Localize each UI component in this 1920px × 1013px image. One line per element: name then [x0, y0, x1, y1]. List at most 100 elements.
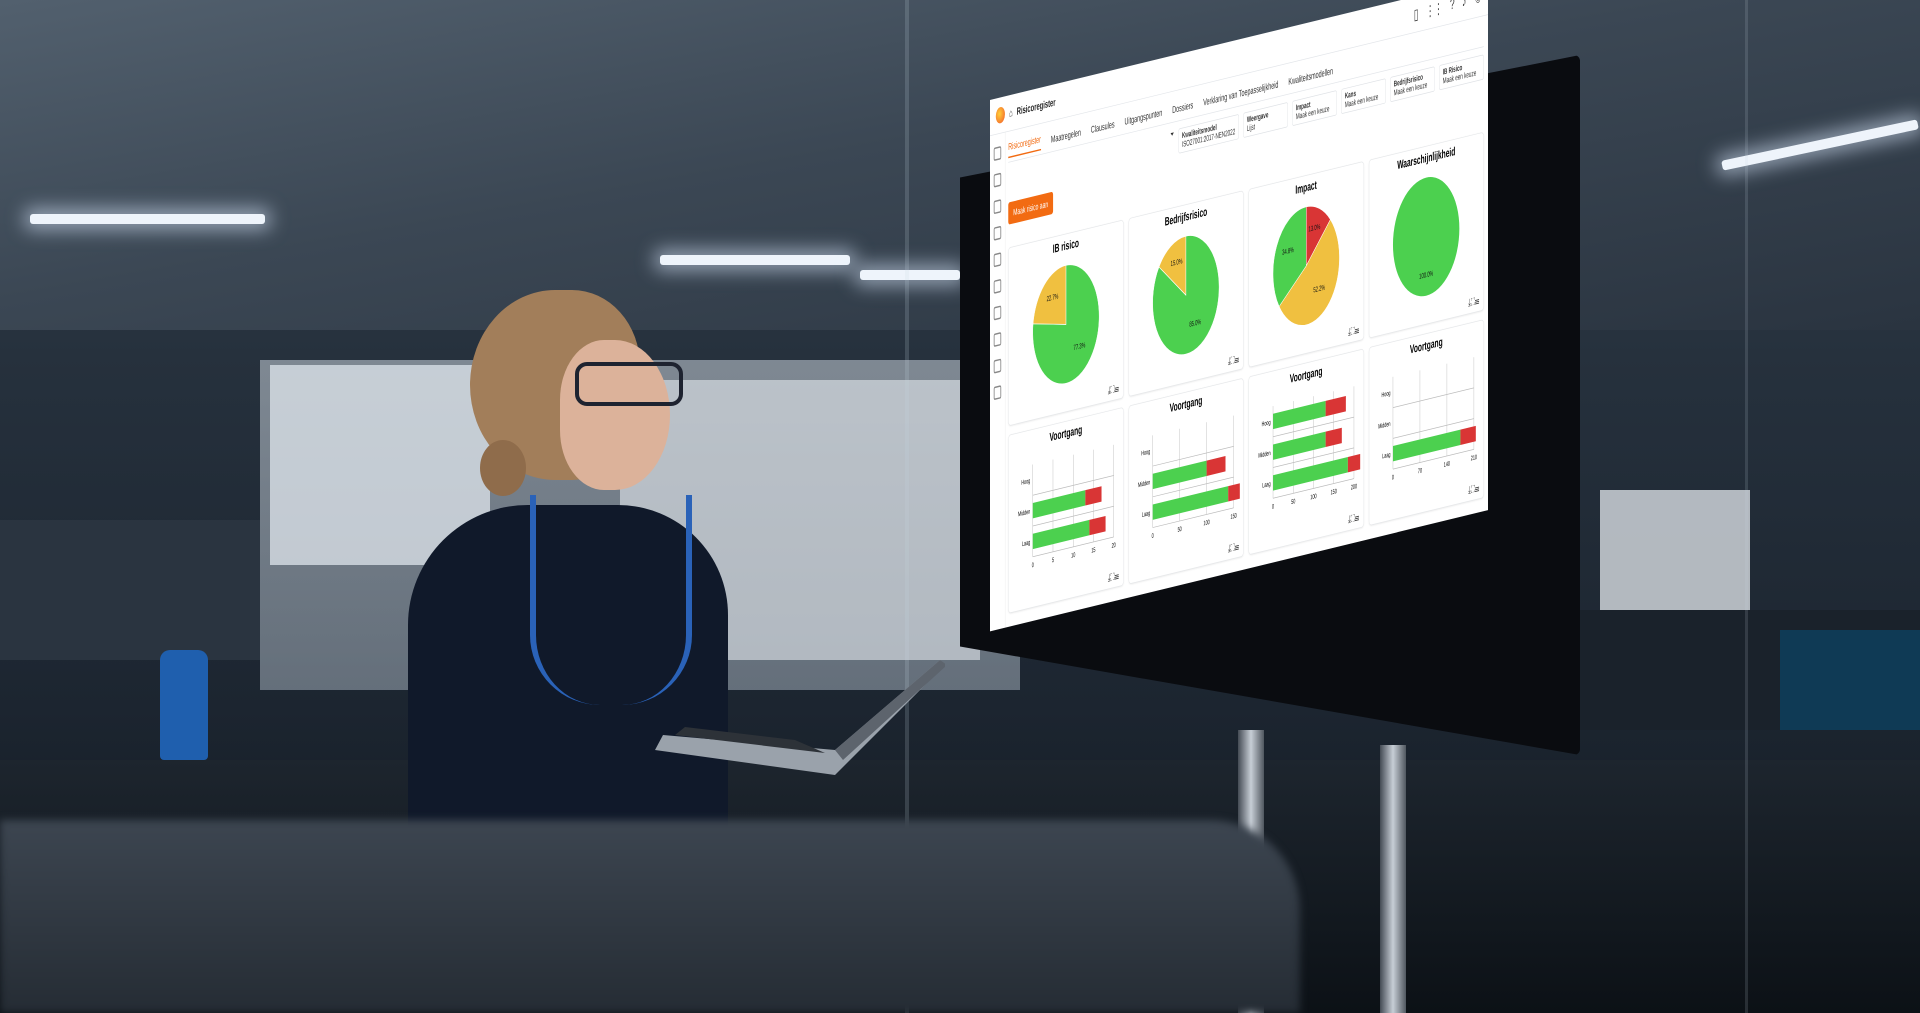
bar [1152, 486, 1229, 520]
pie-label: 52.2% [1313, 285, 1325, 295]
background-monitor [1600, 490, 1750, 610]
pie-label: 85.0% [1189, 319, 1201, 329]
pie-slice [1278, 219, 1340, 326]
pie-chart-card: Waarschijnlijkheid 100.0% ⤓⛶☰ [1368, 131, 1484, 339]
tick-label: 150 [1231, 513, 1237, 522]
tick-label: 210 [1471, 454, 1477, 463]
grid-line [1152, 445, 1234, 467]
stand-pole [1380, 745, 1406, 1013]
bar [1032, 519, 1090, 550]
category-label: Hoog [1382, 390, 1391, 400]
tick-label: 0 [1272, 503, 1274, 511]
sidebar-icon[interactable] [993, 305, 1002, 321]
category-label: Midden [1378, 421, 1390, 431]
sidebar-icon[interactable] [993, 331, 1002, 348]
pie-slice [1158, 235, 1187, 296]
tick-label: 100 [1310, 493, 1316, 502]
pie-chart-card: Bedrijfsrisico 85.0% 15.0% ⤓⛶☰ [1128, 190, 1244, 397]
bar [1272, 400, 1326, 430]
chart-tools-icons[interactable]: ⤓⛶☰ [1348, 510, 1360, 526]
glasses [575, 362, 683, 406]
book-icon[interactable]: ▯ [1413, 5, 1419, 24]
sidebar-icon[interactable] [993, 278, 1002, 294]
tick-label: 70 [1418, 467, 1422, 475]
add-risk-button[interactable]: Maak risico aan [1008, 191, 1054, 225]
tick-label: 140 [1444, 461, 1450, 470]
sidebar-icon[interactable] [993, 145, 1002, 162]
grid-line [1032, 536, 1114, 558]
main-content: Risicoregister Maatregelen Clausules Uit… [1008, 21, 1484, 627]
filter-kans[interactable]: Kans Maak een keuze [1341, 78, 1386, 115]
sidebar-icon[interactable] [993, 199, 1002, 215]
home-icon[interactable]: ⌂ [1009, 106, 1013, 119]
sidebar-icon[interactable] [993, 358, 1002, 374]
chart-tools-icons[interactable]: ⤓⛶☰ [1228, 539, 1239, 555]
app-logo [995, 105, 1005, 125]
grid-line [1393, 387, 1474, 408]
chart-tools-icons[interactable]: ⤓⛶☰ [1107, 381, 1119, 397]
chart-svg: 77.3% 22.7% [1032, 264, 1100, 385]
tick-label: 0 [1152, 533, 1154, 541]
chart-tools-icons[interactable]: ⤓⛶☰ [1228, 352, 1239, 367]
bar [1460, 425, 1476, 445]
tab-risicoregister[interactable]: Risicoregister [1008, 132, 1041, 158]
bar-chart-card: Voortgang 0 5 10 15 20 Hoog Midden Laag ⤓⛶☰ [1008, 407, 1124, 614]
bar [1347, 453, 1361, 473]
category-label: Hoog [1141, 449, 1150, 459]
bar [1152, 460, 1207, 490]
bar [1393, 429, 1461, 462]
pie-label: 77.3% [1073, 342, 1085, 352]
chart-tools-icons[interactable]: ⤓⛶☰ [1468, 481, 1480, 496]
bar-chart-card: Voortgang 0 70 140 210 Hoog Midden Laag ⤓⛶☰ [1368, 319, 1484, 526]
apps-grid-icon[interactable]: ⋮⋮ [1425, 0, 1443, 21]
sidebar-icon[interactable] [993, 225, 1002, 241]
category-label: Hoog [1021, 478, 1030, 488]
tab-dossiers[interactable]: Dossiers [1172, 98, 1194, 116]
grid-line [1272, 478, 1354, 499]
chart-svg: 0 70 140 210 Hoog Midden Laag [1378, 357, 1477, 482]
grid-line [1032, 505, 1114, 527]
filter-weergave[interactable]: Weergave Lijst [1243, 102, 1288, 139]
tab-uitgangspunten[interactable]: Uitgangspunten [1124, 106, 1163, 127]
pie-label: 15.0% [1171, 258, 1183, 268]
chart-tools-icons[interactable]: ⤓⛶☰ [1107, 569, 1119, 584]
shelf [0, 520, 260, 660]
filter-icon[interactable]: ⏷ [1170, 129, 1175, 140]
bell-icon[interactable]: ♪ [1462, 0, 1467, 10]
category-label: Laag [1142, 510, 1150, 519]
tab-kwaliteitsmodellen[interactable]: Kwaliteitsmodellen [1288, 64, 1334, 87]
chart-tools-icons[interactable]: ⤓⛶☰ [1468, 293, 1480, 309]
user-icon[interactable]: ☺ [1474, 0, 1482, 9]
tick-label: 50 [1178, 526, 1182, 534]
filter-bedrijfsrisico[interactable]: Bedrijfsrisico Maak een keuze [1390, 66, 1435, 103]
pie-label: 13.0% [1308, 224, 1320, 234]
sidebar-icon[interactable] [993, 252, 1002, 268]
category-label: Laag [1262, 481, 1270, 490]
grid-line [1272, 416, 1354, 438]
sidebar-icon[interactable] [993, 172, 1002, 188]
dashboard-screen: ⌂ Risicoregister ▯ ⋮⋮ ? ♪ ☺ Risicoregist… [990, 0, 1488, 632]
chart-grid: IB risico 77.3% 22.7% ⤓⛶☰ Bedrijfsrisico 85.0… [1008, 131, 1484, 614]
tab-clausules[interactable]: Clausules [1090, 118, 1115, 135]
pie-chart-card: IB risico 77.3% 22.7% ⤓⛶☰ [1008, 219, 1124, 427]
bar [1089, 515, 1106, 536]
filter-impact[interactable]: Impact Maak een keuze [1292, 90, 1337, 127]
pie-slice [1393, 177, 1460, 297]
filter-ib-risico[interactable]: IB Risico Maak een keuze [1439, 54, 1484, 91]
glass-frame [1745, 0, 1748, 1013]
filter-kwaliteitsmodel[interactable]: Kwaliteitsmodel ISO27001:2017-NEN2022 [1178, 113, 1239, 154]
grid-line [1152, 476, 1234, 498]
tab-maatregelen[interactable]: Maatregelen [1050, 126, 1081, 145]
filter-label: Weergave [1246, 110, 1269, 125]
grid-line [1272, 447, 1354, 468]
bar-chart-card: Voortgang 0 50 100 150 Hoog Midden Laag ⤓⛶☰ [1128, 377, 1244, 585]
help-icon[interactable]: ? [1450, 0, 1455, 13]
chart-tools-icons[interactable]: ⤓⛶☰ [1348, 323, 1360, 338]
tab-verklaring[interactable]: Verklaring van Toepasselijkheid [1203, 78, 1279, 108]
category-label: Hoog [1262, 419, 1271, 429]
office-chair [160, 650, 208, 760]
chart-svg: 13.0% 52.2% 34.8% [1272, 205, 1340, 326]
background-monitor [1780, 630, 1920, 730]
tick-label: 10 [1071, 552, 1075, 560]
sidebar-icon[interactable] [993, 385, 1002, 401]
